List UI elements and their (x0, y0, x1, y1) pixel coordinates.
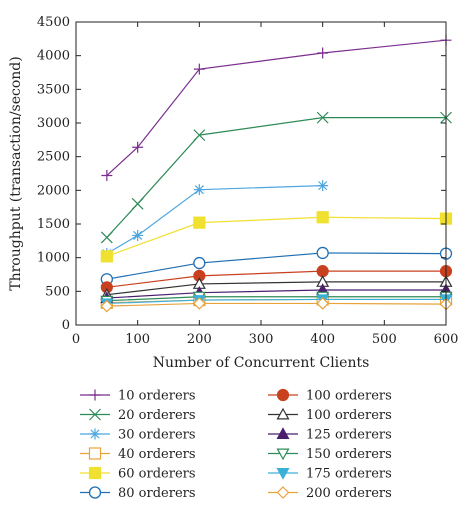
axes: 0 100 200 300 400 500 600 0 500 1000 1500 2000 2500 3… (37, 15, 459, 347)
y-tick-label: 2500 (37, 150, 70, 165)
legend-item: 100 orderers (268, 389, 392, 404)
data-point (100, 299, 114, 313)
legend-marker (88, 447, 102, 460)
legend: 10 orderers 20 orderers 30 orderers 40 orde… (80, 389, 392, 501)
legend-label: 10 orderers (118, 389, 196, 404)
legend-marker (89, 428, 101, 440)
series-line (106, 185, 323, 255)
y-tick-label: 1500 (37, 217, 70, 232)
series-4 (100, 293, 453, 309)
data-point (100, 231, 113, 244)
series-7 (100, 265, 453, 294)
data-point (316, 111, 329, 124)
x-tick-label: 200 (187, 332, 212, 347)
data-point (316, 211, 329, 224)
series-line (106, 216, 447, 257)
data-point (193, 216, 206, 229)
data-point (317, 47, 329, 59)
y-tick-label: 500 (45, 284, 70, 299)
y-tick-label: 3500 (37, 82, 70, 97)
series-1 (101, 34, 452, 182)
y-tick-label: 0 (62, 318, 70, 333)
legend-item: 200 orderers (268, 486, 392, 501)
data-point (193, 256, 206, 270)
x-axis-title: Number of Concurrent Clients (153, 355, 370, 371)
series-line (106, 270, 446, 288)
y-tick-label: 2000 (37, 183, 70, 198)
y-tick-label: 1000 (37, 251, 70, 266)
legend-marker (276, 388, 290, 402)
plot-frame (75, 21, 447, 326)
data-point (317, 180, 329, 192)
legend-item: 125 orderers (268, 427, 392, 443)
legend-label: 175 orderers (306, 467, 392, 482)
series-line (106, 298, 446, 305)
series-6 (100, 246, 453, 286)
legend-label: 200 orderers (306, 486, 392, 501)
legend-item: 30 orderers (80, 428, 196, 443)
data-point (192, 297, 206, 310)
legend-label: 100 orderers (306, 408, 392, 423)
series-line (106, 296, 446, 302)
legend-marker (89, 389, 101, 401)
data-point (193, 184, 205, 196)
legend-marker (88, 466, 102, 480)
series-line (106, 39, 447, 176)
legend-label: 100 orderers (306, 389, 392, 404)
series-5 (100, 211, 453, 263)
legend-marker (88, 486, 102, 499)
series-line (106, 252, 447, 280)
legend-label: 30 orderers (118, 428, 196, 443)
data-point (101, 170, 113, 182)
series-line (106, 281, 446, 296)
legend-marker (276, 407, 290, 420)
legend-item: 100 orderers (268, 407, 392, 423)
legend-label: 80 orderers (118, 486, 196, 501)
y-axis-title: Throughput (transaction/second) (8, 56, 24, 291)
data-point (132, 229, 144, 241)
data-point (316, 265, 329, 278)
data-point (193, 63, 205, 75)
legend-label: 60 orderers (118, 467, 196, 482)
data-point (316, 297, 330, 310)
x-tick-label: 500 (372, 332, 397, 347)
legend-marker (89, 408, 101, 421)
plot-area (100, 34, 453, 313)
legend-marker (276, 448, 290, 461)
legend-marker (276, 486, 290, 499)
legend-item: 40 orderers (80, 447, 196, 462)
legend-label: 125 orderers (306, 428, 392, 443)
legend-item: 150 orderers (268, 447, 392, 462)
legend-label: 40 orderers (118, 447, 196, 462)
data-point (132, 141, 144, 153)
y-tick-label: 4500 (37, 15, 70, 30)
x-tick-label: 100 (125, 332, 150, 347)
legend-marker (276, 427, 290, 439)
y-tick-label: 4000 (37, 49, 70, 64)
legend-marker (276, 468, 290, 480)
data-point (131, 197, 144, 210)
series-3 (101, 180, 329, 260)
data-point (316, 246, 329, 260)
x-tick-label: 300 (249, 332, 274, 347)
legend-item: 60 orderers (80, 467, 196, 482)
legend-item: 10 orderers (80, 389, 196, 404)
legend-label: 20 orderers (118, 408, 196, 423)
x-tick-label: 400 (310, 332, 335, 347)
legend-item: 20 orderers (80, 408, 196, 423)
series-line (106, 289, 446, 299)
x-tick-label: 600 (434, 332, 459, 347)
legend-item: 175 orderers (268, 467, 392, 482)
series-line (106, 302, 447, 307)
data-point (193, 129, 206, 142)
legend-item: 80 orderers (80, 486, 196, 501)
legend-label: 150 orderers (306, 447, 392, 462)
x-tick-label: 0 (72, 332, 80, 347)
y-tick-label: 3000 (37, 116, 70, 131)
series-2 (100, 111, 452, 244)
data-point (100, 250, 113, 263)
